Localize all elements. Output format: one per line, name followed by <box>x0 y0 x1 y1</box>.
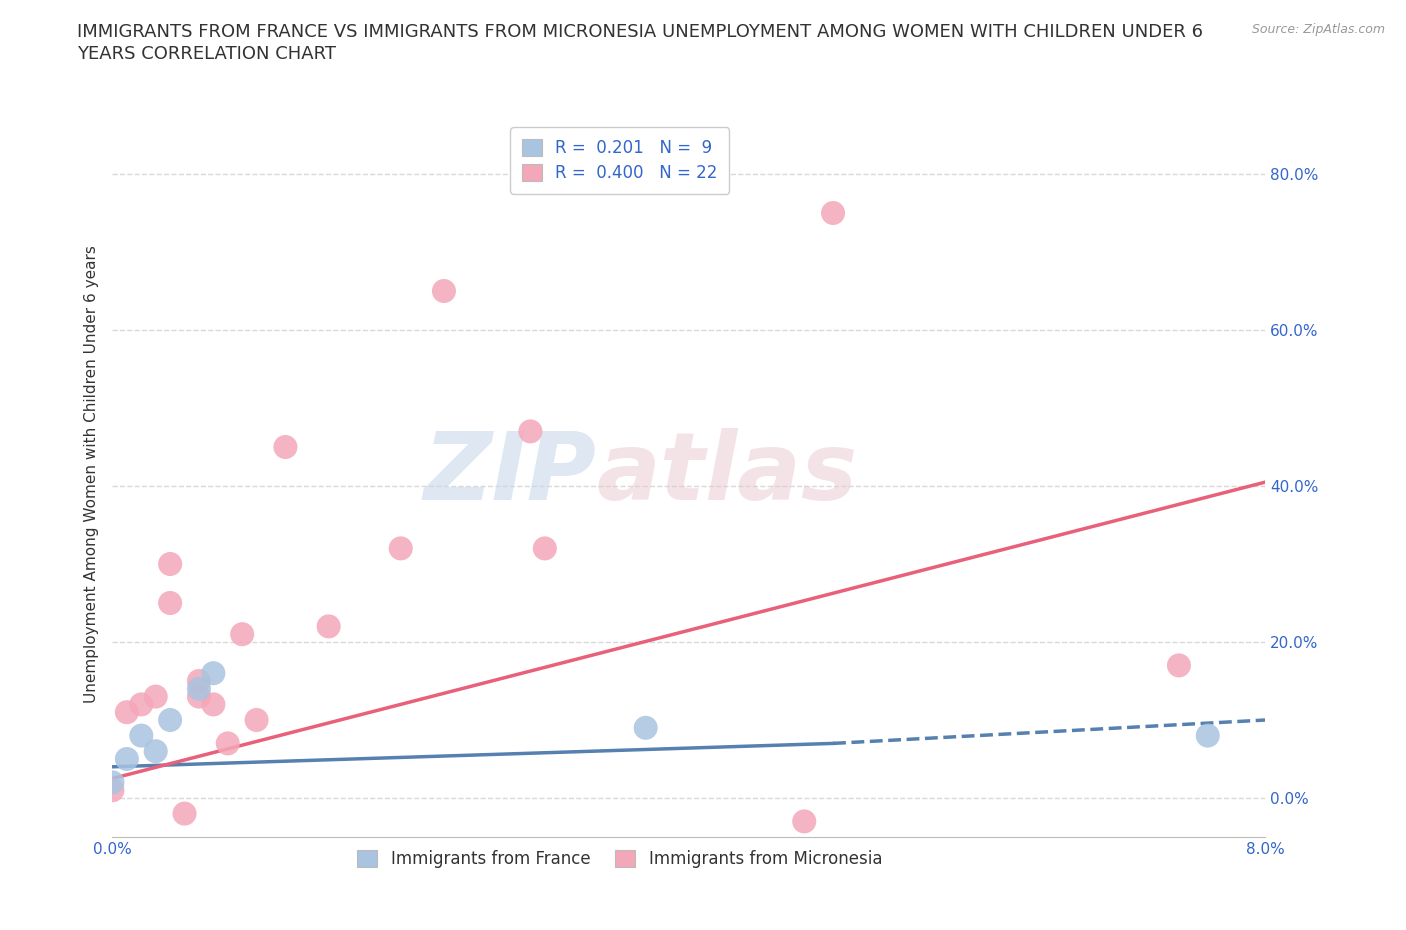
Point <box>318 619 340 634</box>
Point <box>145 689 167 704</box>
Point <box>145 744 167 759</box>
Text: YEARS CORRELATION CHART: YEARS CORRELATION CHART <box>77 45 336 62</box>
Point <box>793 814 815 829</box>
Point <box>274 440 297 455</box>
Point <box>159 712 181 727</box>
Point <box>188 682 211 697</box>
Point <box>1167 658 1189 672</box>
Point <box>519 424 541 439</box>
Point <box>129 697 153 711</box>
Point <box>389 541 412 556</box>
Point <box>101 775 124 790</box>
Point <box>634 721 657 736</box>
Point <box>246 712 269 727</box>
Y-axis label: Unemployment Among Women with Children Under 6 years: Unemployment Among Women with Children U… <box>83 246 98 703</box>
Point <box>202 697 225 711</box>
Point <box>821 206 844 220</box>
Text: IMMIGRANTS FROM FRANCE VS IMMIGRANTS FROM MICRONESIA UNEMPLOYMENT AMONG WOMEN WI: IMMIGRANTS FROM FRANCE VS IMMIGRANTS FRO… <box>77 23 1204 41</box>
Text: Source: ZipAtlas.com: Source: ZipAtlas.com <box>1251 23 1385 36</box>
Legend: Immigrants from France, Immigrants from Micronesia: Immigrants from France, Immigrants from … <box>346 838 894 880</box>
Point <box>173 806 195 821</box>
Text: atlas: atlas <box>596 429 858 520</box>
Point <box>159 556 181 571</box>
Point <box>101 783 124 798</box>
Point <box>533 541 555 556</box>
Point <box>202 666 225 681</box>
Point <box>188 673 211 688</box>
Point <box>129 728 153 743</box>
Point <box>217 736 239 751</box>
Point <box>159 595 181 610</box>
Point <box>188 689 211 704</box>
Point <box>115 705 138 720</box>
Text: ZIP: ZIP <box>423 429 596 520</box>
Point <box>115 751 138 766</box>
Point <box>433 284 456 299</box>
Point <box>231 627 253 642</box>
Point <box>1197 728 1219 743</box>
